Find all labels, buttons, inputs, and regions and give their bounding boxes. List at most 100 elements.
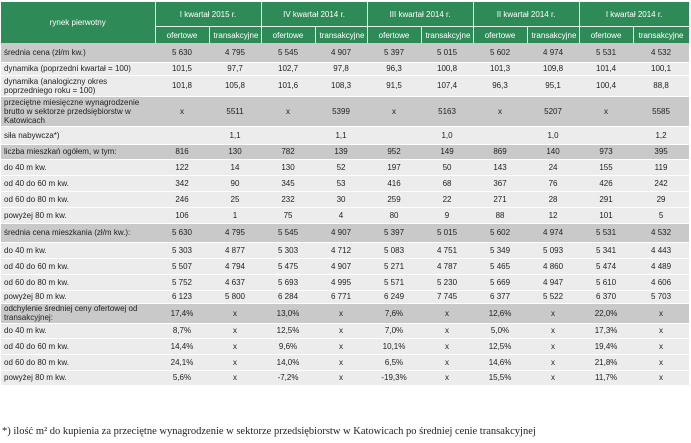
table-cell: 19,4%: [579, 338, 634, 355]
table-cell: 12,5%: [473, 338, 528, 355]
table-row: od 60 do 80 m kw. 246 25 232 30 259 22 271 28 291…: [1, 191, 690, 208]
table-cell: x: [527, 370, 580, 386]
table-cell: 101,3: [473, 62, 528, 76]
table-cell: 5 800: [209, 290, 262, 304]
table-cell: 8,7%: [155, 323, 209, 339]
table-cell: 4: [315, 207, 368, 224]
table-cell: 5 271: [367, 258, 422, 275]
table-cell: 6,5%: [367, 354, 422, 371]
table-cell: 5399: [315, 96, 368, 127]
header-transakcyjne: transakcyjne: [315, 26, 368, 43]
table-cell: 22,0%: [579, 303, 634, 324]
table-cell: 100,1: [633, 62, 690, 76]
table-cell: 4 877: [209, 242, 262, 259]
table-row: powyżej 80 m kw. 5,6% x -7,2% x -19,3% x 15,5% x…: [1, 370, 690, 386]
table-cell: 50: [421, 159, 474, 176]
header-period-5: I kwartał 2014 r.: [579, 2, 690, 27]
table-cell: 5,6%: [155, 370, 209, 386]
table-row: od 60 do 80 m kw. 5 752 4 637 5 693 4 995 5 5…: [1, 274, 690, 291]
table-cell: 345: [261, 175, 316, 192]
table-cell: 1,0: [527, 126, 580, 145]
table-cell: 22: [421, 191, 474, 208]
table-cell: 973: [579, 144, 634, 160]
table-cell: 130: [209, 144, 262, 160]
table-cell: 5 093: [527, 242, 580, 259]
table-cell: 14,4%: [155, 338, 209, 355]
table-cell: x: [155, 96, 209, 127]
table-cell: 12,6%: [473, 303, 528, 324]
row-label: liczba mieszkań ogółem, w tym:: [1, 144, 155, 160]
table-cell: 5 545: [261, 43, 316, 63]
table-row: od 40 do 60 m kw. 5 507 4 794 5 475 4 907 5 2…: [1, 258, 690, 275]
table-cell: 5 303: [261, 242, 316, 259]
table-cell: [261, 126, 316, 145]
table-row: od 60 do 80 m kw. 24,1% x 14,0% x 6,5% x 14,6% x…: [1, 354, 690, 371]
table-cell: 5 474: [579, 258, 634, 275]
table-cell: 101,5: [155, 62, 209, 76]
header-ofertowe: ofertowe: [367, 26, 422, 43]
table-cell: 5 669: [473, 274, 528, 291]
table-cell: 4 907: [315, 223, 368, 243]
table-cell: 30: [315, 191, 368, 208]
table-cell: x: [527, 303, 580, 324]
table-cell: 5 230: [421, 274, 474, 291]
header-period-4: II kwartał 2014 r.: [473, 2, 580, 27]
table-row: dynamika (analogiczny okres poprzedniego…: [1, 75, 690, 97]
table-cell: 101,6: [261, 75, 316, 97]
table-cell: x: [633, 303, 690, 324]
table-cell: 5 522: [527, 290, 580, 304]
header-corner: rynek pierwotny: [1, 2, 156, 43]
table-cell: 6 123: [155, 290, 209, 304]
row-label: od 60 do 80 m kw.: [1, 274, 155, 291]
table-cell: 1: [209, 207, 262, 224]
row-label: dynamika (analogiczny okres poprzedniego…: [1, 75, 155, 97]
table-cell: 11,7%: [579, 370, 634, 386]
table-cell: 5 752: [155, 274, 209, 291]
table-cell: x: [473, 96, 528, 127]
table-cell: 24,1%: [155, 354, 209, 371]
table-cell: 5 610: [579, 274, 634, 291]
table-cell: 5163: [421, 96, 474, 127]
table-cell: 5 349: [473, 242, 528, 259]
table-cell: 6 370: [579, 290, 634, 304]
table-row: do 40 m kw. 8,7% x 12,5% x 7,0% x 5,0% x 17,3% x: [1, 323, 690, 339]
table-cell: 291: [579, 191, 634, 208]
table-cell: x: [421, 370, 474, 386]
table-cell: 97,7: [209, 62, 262, 76]
row-label: od 40 do 60 m kw.: [1, 175, 155, 192]
table-cell: 5,0%: [473, 323, 528, 339]
table-cell: 6 284: [261, 290, 316, 304]
row-label: powyżej 80 m kw.: [1, 370, 155, 386]
table-cell: 97,8: [315, 62, 368, 76]
row-label: od 40 do 60 m kw.: [1, 338, 155, 355]
header-transakcyjne: transakcyjne: [633, 26, 690, 43]
table-cell: 4 637: [209, 274, 262, 291]
header-period-2: IV kwartał 2014 r.: [261, 2, 368, 27]
table-cell: 816: [155, 144, 209, 160]
table-cell: x: [579, 96, 634, 127]
table-cell: x: [421, 338, 474, 355]
row-label: powyżej 80 m kw.: [1, 290, 155, 304]
table-cell: 5 531: [579, 43, 634, 63]
table-cell: 271: [473, 191, 528, 208]
table-cell: 15,5%: [473, 370, 528, 386]
table-cell: 91,5: [367, 75, 422, 97]
table-row: przeciętne miesięczne wynagrodzenie brut…: [1, 96, 690, 127]
table-row: od 40 do 60 m kw. 342 90 345 53 416 68 367 76 426…: [1, 175, 690, 192]
table-cell: 119: [633, 159, 690, 176]
table-row: liczba mieszkań ogółem, w tym: 816 130 782 1…: [1, 144, 690, 160]
table-cell: 17,4%: [155, 303, 209, 324]
table-cell: 155: [579, 159, 634, 176]
table-cell: 28: [527, 191, 580, 208]
table-cell: 416: [367, 175, 422, 192]
table-cell: x: [209, 303, 262, 324]
table-cell: x: [633, 338, 690, 355]
table-cell: [473, 126, 528, 145]
table-cell: 5 083: [367, 242, 422, 259]
table-cell: 259: [367, 191, 422, 208]
table-cell: 68: [421, 175, 474, 192]
table-cell: 4 751: [421, 242, 474, 259]
header-period-1: I kwartał 2015 r.: [155, 2, 262, 27]
table-cell: 29: [633, 191, 690, 208]
table-cell: 4 995: [315, 274, 368, 291]
